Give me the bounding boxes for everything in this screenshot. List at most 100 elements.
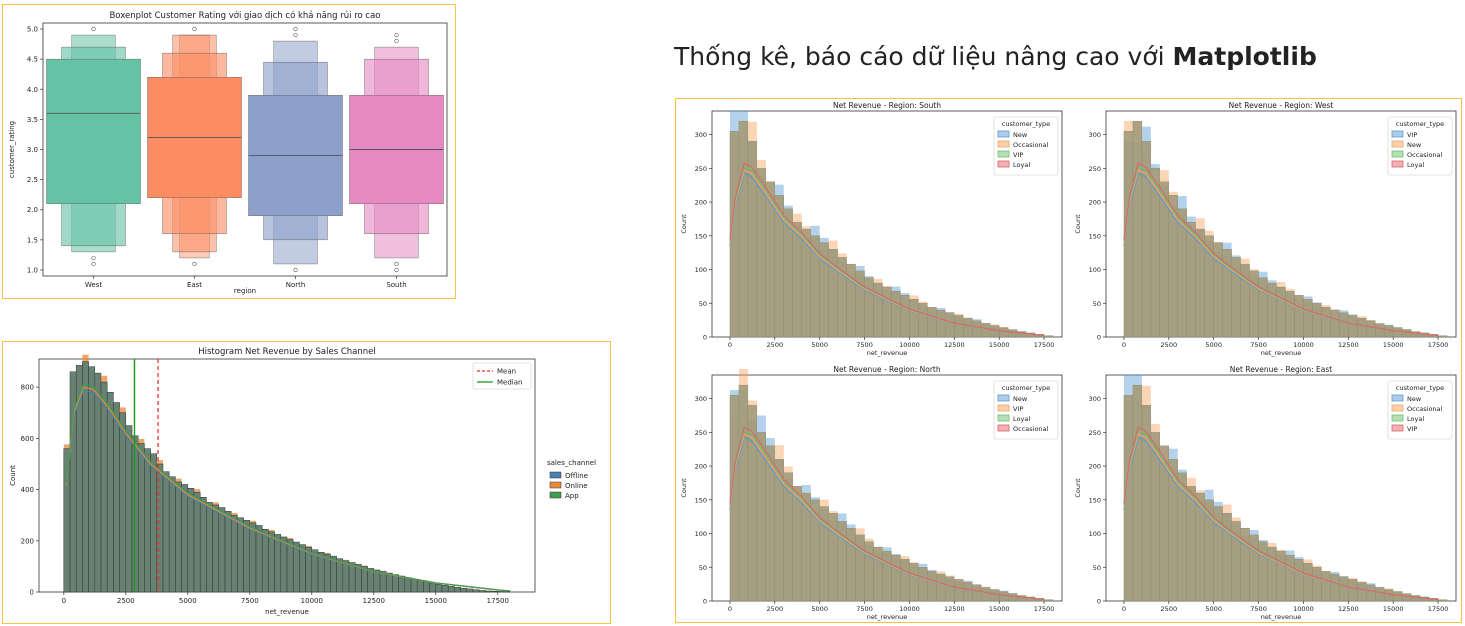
histogram-bar xyxy=(386,573,392,592)
x-tick-label: 17500 xyxy=(1428,605,1449,613)
x-tick-label: 10000 xyxy=(1293,341,1314,349)
x-tick-label: 0 xyxy=(728,605,732,613)
histogram-bar xyxy=(151,454,157,592)
boxenplot-chart: Boxenplot Customer Rating với giao dịch … xyxy=(3,5,454,297)
legend-swatch xyxy=(1392,405,1403,411)
histogram-bar xyxy=(163,472,169,592)
legend-swatch xyxy=(998,425,1009,431)
legend-swatch xyxy=(1392,415,1403,421)
histogram-bar xyxy=(219,508,225,592)
histogram-bar xyxy=(430,583,436,592)
y-tick-label: 0 xyxy=(703,334,707,342)
histogram-bar xyxy=(293,542,299,592)
y-tick-label: 100 xyxy=(1089,266,1101,274)
y-tick-label: 5.0 xyxy=(27,26,38,34)
histogram-bar xyxy=(954,579,963,601)
x-tick-label: 15000 xyxy=(989,605,1010,613)
histogram-bar xyxy=(1438,600,1447,601)
histogram-bar xyxy=(461,588,467,592)
histogram-bar xyxy=(107,392,113,592)
histogram-bar xyxy=(981,324,990,337)
y-tick-label: 4.0 xyxy=(27,86,38,94)
y-tick-label: 50 xyxy=(1093,300,1101,308)
boxen-box xyxy=(47,59,141,204)
histogram-bar xyxy=(1375,324,1384,337)
x-tick-label: 7500 xyxy=(856,605,873,613)
legend-label: Mean xyxy=(497,368,516,376)
histogram-bar xyxy=(1187,486,1196,601)
legend-swatch xyxy=(1392,131,1403,137)
legend-swatch xyxy=(550,472,561,478)
histogram-bar xyxy=(89,367,95,592)
histogram-bar xyxy=(349,563,355,592)
histogram-bar xyxy=(200,497,206,592)
histogram-bar xyxy=(1277,287,1286,337)
legend-swatch xyxy=(998,151,1009,157)
y-tick-label: 50 xyxy=(699,300,707,308)
page-headline: Thống kê, báo cáo dữ liệu nâng cao với M… xyxy=(674,42,1317,71)
x-tick-label: 17500 xyxy=(487,597,509,605)
x-tick-label: 5000 xyxy=(811,605,828,613)
histogram-bar xyxy=(900,559,909,601)
histogram-bar xyxy=(963,582,972,601)
histogram-bar xyxy=(865,278,874,337)
y-tick-label: 0 xyxy=(30,589,34,597)
x-tick-label: 15000 xyxy=(1383,605,1404,613)
legend-swatch xyxy=(998,141,1009,147)
legend-swatch xyxy=(1392,161,1403,167)
legend-swatch xyxy=(550,492,561,498)
legend-label: Offline xyxy=(565,472,588,480)
legend-swatch xyxy=(998,415,1009,421)
histogram-bar xyxy=(473,590,479,592)
y-tick-label: 0 xyxy=(1097,334,1101,342)
histogram-bar xyxy=(454,587,460,592)
x-tick-label: 7500 xyxy=(856,341,873,349)
histogram-bar xyxy=(1259,278,1268,337)
histogram-bar xyxy=(981,588,990,601)
x-tick-label: 10000 xyxy=(899,605,920,613)
x-tick-label: 0 xyxy=(728,341,732,349)
x-tick-label: 0 xyxy=(62,597,66,605)
legend-label: App xyxy=(565,492,579,500)
histogram-bar xyxy=(909,299,918,337)
histogram-bar xyxy=(739,385,748,601)
y-tick-label: 3.0 xyxy=(27,146,38,154)
x-tick-label: West xyxy=(85,281,102,289)
histogram-bar xyxy=(936,310,945,337)
subplot-title: Net Revenue - Region: North xyxy=(833,365,940,374)
y-tick-label: 100 xyxy=(695,266,707,274)
legend-swatch xyxy=(998,405,1009,411)
histogram-bar xyxy=(918,303,927,337)
histogram-bar xyxy=(225,511,231,592)
histogram-bar xyxy=(1285,291,1294,337)
y-tick-label: 4.5 xyxy=(27,56,38,64)
histogram-bar xyxy=(126,426,132,592)
histogram-bar xyxy=(891,291,900,337)
legend-label: VIP xyxy=(1407,425,1417,433)
y-tick-label: 150 xyxy=(1089,232,1101,240)
y-tick-label: 100 xyxy=(695,530,707,538)
histogram-bar xyxy=(972,321,981,337)
y-tick-label: 1.5 xyxy=(27,236,38,244)
histogram-bar xyxy=(891,555,900,601)
legend-title: customer_type xyxy=(1396,384,1444,392)
histogram-bar xyxy=(1133,121,1142,337)
legend-label: Loyal xyxy=(1407,161,1424,169)
histogram-bar xyxy=(1357,318,1366,337)
x-tick-label: 5000 xyxy=(811,341,828,349)
legend-swatch xyxy=(998,161,1009,167)
legend-title: customer_type xyxy=(1002,384,1050,392)
legend-label: New xyxy=(1407,395,1422,403)
y-tick-label: 3.5 xyxy=(27,116,38,124)
legend-label: Occasional xyxy=(1013,141,1049,149)
histogram-bar xyxy=(120,413,126,592)
legend-swatch xyxy=(1392,395,1403,401)
y-tick-label: 200 xyxy=(21,537,34,545)
histogram-bar xyxy=(1321,571,1330,601)
histogram-bar xyxy=(883,287,892,337)
histogram-bar xyxy=(467,589,473,592)
legend-swatch xyxy=(1392,425,1403,431)
y-axis-label: Count xyxy=(1074,478,1082,498)
histogram-bar xyxy=(883,551,892,601)
histogram-bar xyxy=(417,580,423,592)
